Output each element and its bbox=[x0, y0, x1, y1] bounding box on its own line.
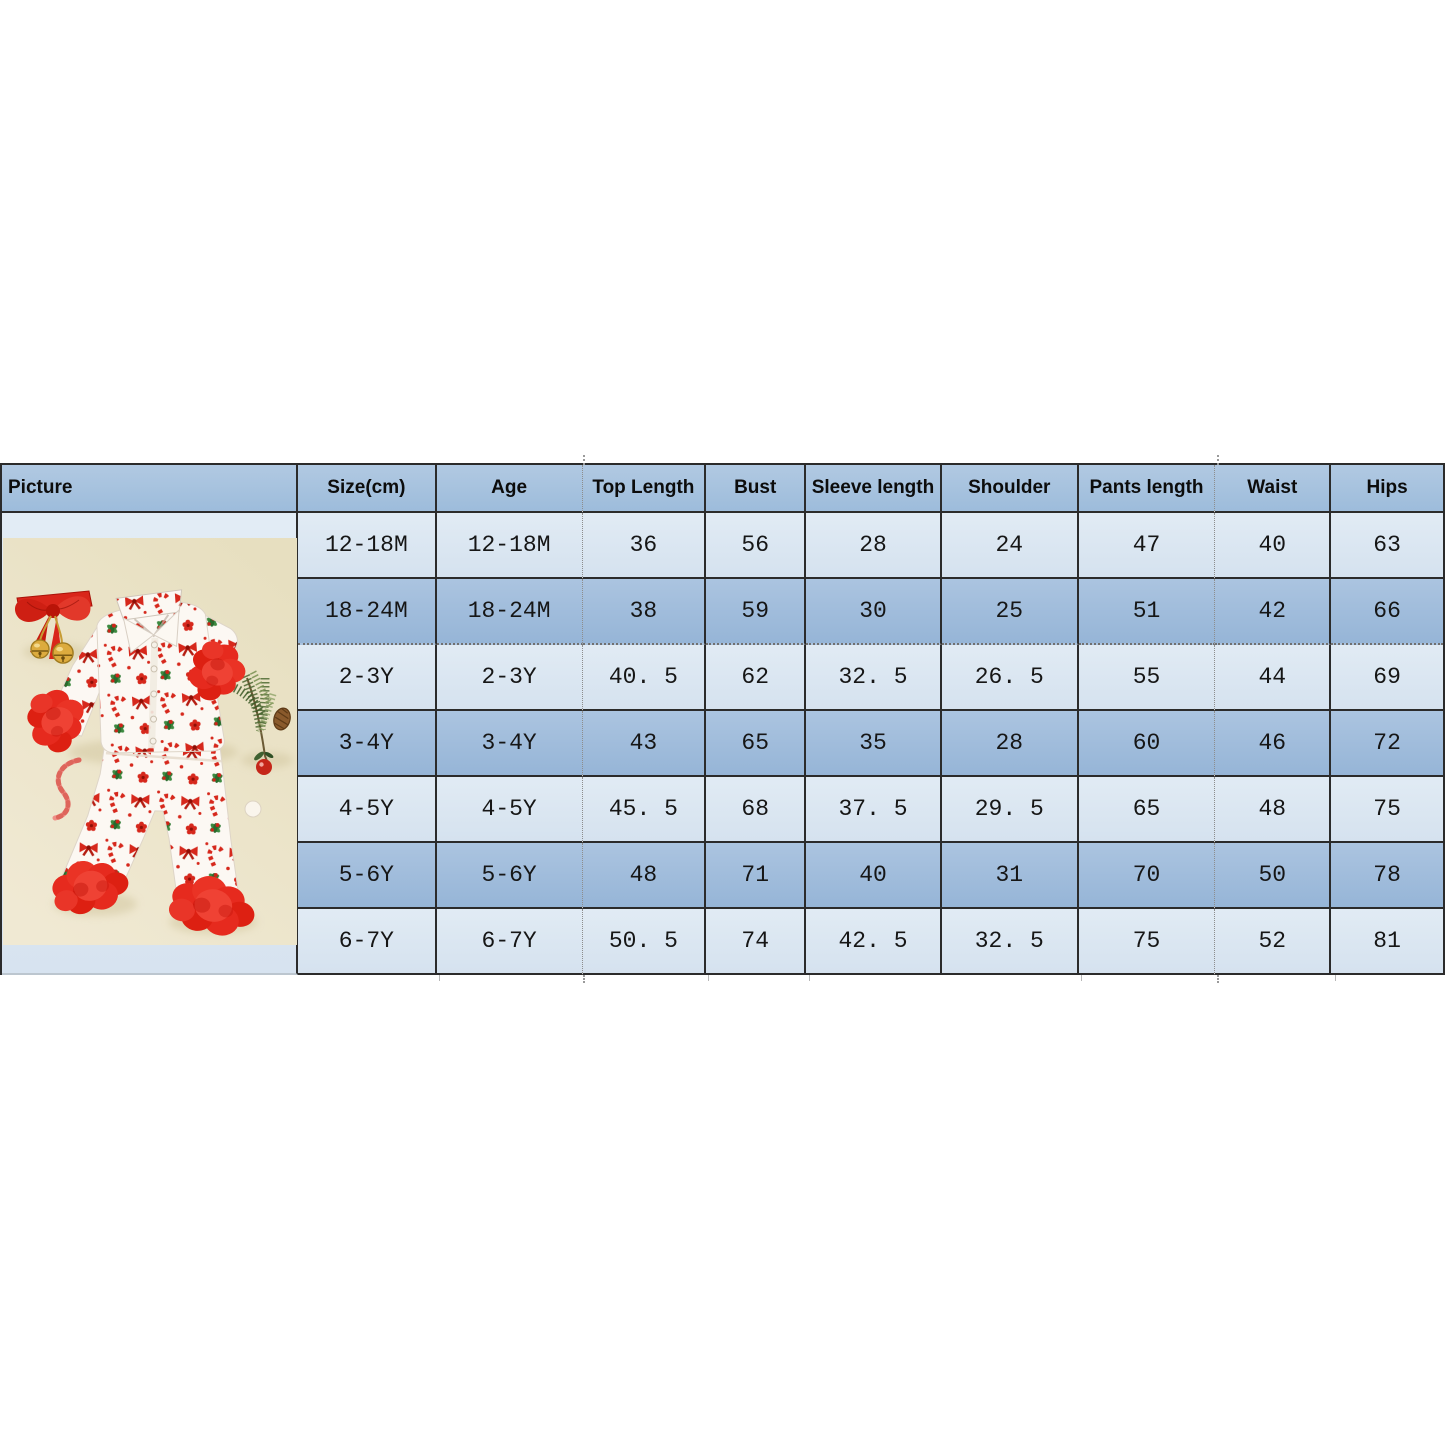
size-cell-row4-waist: 46 bbox=[1215, 711, 1332, 777]
size-cell-row1-age: 12-18M bbox=[436, 513, 583, 579]
gold-jingle-bells bbox=[30, 615, 74, 664]
size-cell-row3-bust: 62 bbox=[706, 645, 807, 711]
column-header-hips: Hips bbox=[1331, 465, 1443, 513]
size-cell-row6-sleeve-length: 40 bbox=[806, 843, 942, 909]
size-cell-row5-age: 4-5Y bbox=[436, 777, 583, 843]
page-break-line bbox=[1217, 975, 1219, 983]
size-cell-row5-sleeve-length: 37. 5 bbox=[806, 777, 942, 843]
red-ribbon-bow bbox=[14, 590, 93, 664]
picture-column: Picture bbox=[2, 465, 298, 975]
red-berry bbox=[254, 751, 274, 775]
column-header-pants-length: Pants length bbox=[1078, 465, 1216, 513]
size-cell-row4-bust: 65 bbox=[706, 711, 807, 777]
size-cell-row5-top-length: 45. 5 bbox=[582, 777, 707, 843]
page-break-line bbox=[583, 975, 585, 983]
size-cell-row6-waist: 50 bbox=[1215, 843, 1332, 909]
size-cell-row3-hips: 69 bbox=[1331, 645, 1443, 711]
product-photo bbox=[3, 538, 297, 945]
size-cell-row4-size-cm: 3-4Y bbox=[298, 711, 437, 777]
size-cell-row2-hips: 66 bbox=[1331, 579, 1443, 645]
size-cell-row7-bust: 74 bbox=[706, 909, 807, 975]
size-cell-row7-shoulder: 32. 5 bbox=[941, 909, 1079, 975]
size-cell-row1-pants-length: 47 bbox=[1078, 513, 1216, 579]
size-cell-row7-hips: 81 bbox=[1331, 909, 1443, 975]
size-cell-row5-shoulder: 29. 5 bbox=[941, 777, 1079, 843]
grid-line-stub bbox=[809, 975, 810, 981]
size-cell-row3-top-length: 40. 5 bbox=[582, 645, 707, 711]
size-cell-row1-size-cm: 12-18M bbox=[298, 513, 437, 579]
size-cell-row5-hips: 75 bbox=[1331, 777, 1443, 843]
measurement-grid: Size(cm) Age Top Length Bust Sleeve length Sh… bbox=[298, 465, 1443, 975]
size-cell-row4-age: 3-4Y bbox=[436, 711, 583, 777]
size-cell-row7-pants-length: 75 bbox=[1078, 909, 1216, 975]
size-cell-row3-age: 2-3Y bbox=[436, 645, 583, 711]
size-cell-row1-shoulder: 24 bbox=[941, 513, 1079, 579]
grid-line-stub bbox=[1335, 975, 1336, 981]
size-cell-row7-age: 6-7Y bbox=[436, 909, 583, 975]
size-cell-row1-bust: 56 bbox=[706, 513, 807, 579]
size-cell-row6-shoulder: 31 bbox=[941, 843, 1079, 909]
size-cell-row1-sleeve-length: 28 bbox=[806, 513, 942, 579]
grid-line-stub bbox=[708, 975, 709, 981]
size-cell-row4-shoulder: 28 bbox=[941, 711, 1079, 777]
size-cell-row6-bust: 71 bbox=[706, 843, 807, 909]
size-cell-row1-hips: 63 bbox=[1331, 513, 1443, 579]
grid-line-stub bbox=[439, 975, 440, 981]
size-cell-row2-age: 18-24M bbox=[436, 579, 583, 645]
picture-cell bbox=[2, 513, 297, 973]
size-cell-row7-waist: 52 bbox=[1215, 909, 1332, 975]
size-cell-row5-pants-length: 65 bbox=[1078, 777, 1216, 843]
size-cell-row3-shoulder: 26. 5 bbox=[941, 645, 1079, 711]
size-cell-row4-pants-length: 60 bbox=[1078, 711, 1216, 777]
size-cell-row6-size-cm: 5-6Y bbox=[298, 843, 437, 909]
size-cell-row4-hips: 72 bbox=[1331, 711, 1443, 777]
page-break-line bbox=[583, 455, 585, 465]
size-cell-row2-bust: 59 bbox=[706, 579, 807, 645]
red-twisted-cord bbox=[52, 757, 82, 821]
column-header-picture: Picture bbox=[2, 465, 296, 513]
size-cell-row6-pants-length: 70 bbox=[1078, 843, 1216, 909]
left-lapel bbox=[122, 616, 155, 654]
column-header-waist: Waist bbox=[1215, 465, 1332, 513]
pajama-top bbox=[50, 589, 238, 754]
size-cell-row2-top-length: 38 bbox=[582, 579, 707, 645]
size-cell-row5-waist: 48 bbox=[1215, 777, 1332, 843]
size-cell-row2-sleeve-length: 30 bbox=[806, 579, 942, 645]
size-cell-row5-bust: 68 bbox=[706, 777, 807, 843]
size-cell-row4-top-length: 43 bbox=[582, 711, 707, 777]
size-cell-row6-age: 5-6Y bbox=[436, 843, 583, 909]
column-header-top-length: Top Length bbox=[582, 465, 707, 513]
greenery-sprig bbox=[232, 670, 291, 775]
column-header-shoulder: Shoulder bbox=[941, 465, 1079, 513]
size-cell-row6-top-length: 48 bbox=[582, 843, 707, 909]
size-cell-row5-size-cm: 4-5Y bbox=[298, 777, 437, 843]
size-cell-row1-top-length: 36 bbox=[582, 513, 707, 579]
column-header-sleeve-length: Sleeve length bbox=[806, 465, 942, 513]
size-cell-row6-hips: 78 bbox=[1331, 843, 1443, 909]
size-cell-row2-pants-length: 51 bbox=[1078, 579, 1216, 645]
buttons bbox=[149, 641, 158, 745]
column-header-bust: Bust bbox=[706, 465, 807, 513]
size-cell-row7-size-cm: 6-7Y bbox=[298, 909, 437, 975]
white-pom-pom bbox=[244, 800, 262, 818]
column-header-age: Age bbox=[436, 465, 583, 513]
size-cell-row7-sleeve-length: 42. 5 bbox=[806, 909, 942, 975]
size-cell-row3-pants-length: 55 bbox=[1078, 645, 1216, 711]
size-cell-row2-size-cm: 18-24M bbox=[298, 579, 437, 645]
size-cell-row3-size-cm: 2-3Y bbox=[298, 645, 437, 711]
size-cell-row2-shoulder: 25 bbox=[941, 579, 1079, 645]
size-cell-row4-sleeve-length: 35 bbox=[806, 711, 942, 777]
size-cell-row1-waist: 40 bbox=[1215, 513, 1332, 579]
size-cell-row7-top-length: 50. 5 bbox=[582, 909, 707, 975]
right-lapel bbox=[152, 608, 180, 648]
grid-line-stub bbox=[1081, 975, 1082, 981]
pinecone bbox=[273, 707, 291, 731]
column-header-size-cm: Size(cm) bbox=[298, 465, 437, 513]
size-cell-row3-waist: 44 bbox=[1215, 645, 1332, 711]
size-cell-row2-waist: 42 bbox=[1215, 579, 1332, 645]
page-break-line bbox=[1217, 455, 1219, 465]
size-chart-table: Picture bbox=[0, 455, 1445, 983]
size-cell-row3-sleeve-length: 32. 5 bbox=[806, 645, 942, 711]
